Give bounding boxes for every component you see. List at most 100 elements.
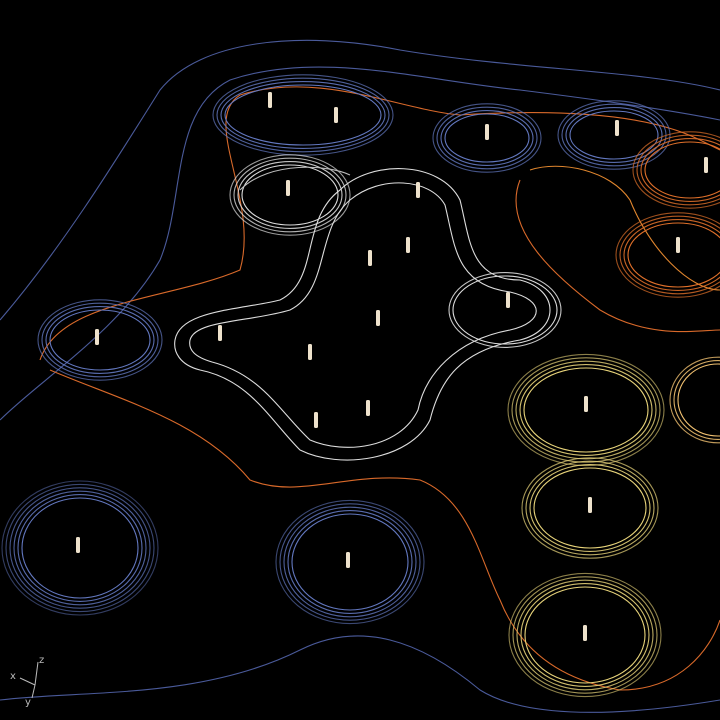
contour-ring [17, 494, 143, 602]
contour-ring [511, 357, 661, 463]
contour-ring [49, 309, 151, 371]
post [346, 552, 350, 568]
contour-ring [444, 113, 530, 163]
contour-ring [275, 499, 425, 625]
post [485, 124, 489, 140]
contour-ring [21, 497, 139, 599]
axis-label: z [39, 655, 44, 666]
contour-ring [432, 103, 542, 173]
contour-ring [619, 215, 720, 295]
axis-label: x [10, 671, 16, 682]
contour-ring [636, 134, 720, 206]
contour-line [0, 635, 720, 713]
post [583, 625, 587, 641]
post [218, 325, 222, 341]
axis-triad [19, 661, 39, 699]
contour-line [0, 39, 720, 321]
contour-ring [436, 106, 538, 170]
post [366, 400, 370, 416]
contour-ring [41, 302, 159, 378]
post [588, 497, 592, 513]
contour-ring [5, 483, 155, 613]
post [584, 396, 588, 412]
post [286, 180, 290, 196]
contour-ring [523, 367, 649, 453]
ring-contours [1, 74, 720, 698]
contour-line [174, 168, 551, 461]
contour-ring [519, 364, 653, 456]
contour-ring [287, 510, 413, 614]
post [615, 120, 619, 136]
contour-ring [279, 503, 421, 621]
post [268, 92, 272, 108]
contour-ring [524, 586, 646, 684]
contour-ring [627, 222, 720, 288]
contour-ring [216, 77, 390, 153]
contour-ring [37, 299, 163, 381]
axis-label: y [25, 697, 31, 708]
post [376, 310, 380, 326]
contour-ring [1, 480, 159, 616]
post [406, 237, 410, 253]
contour-ring [569, 110, 659, 160]
contour-line [529, 165, 720, 291]
contour-line [189, 182, 537, 448]
contour-ring [45, 306, 155, 374]
contour-ring [512, 576, 658, 694]
contour-ring [533, 467, 647, 549]
axis-line [19, 677, 36, 686]
contour-ring [9, 487, 151, 609]
post [308, 344, 312, 360]
post [676, 237, 680, 253]
contour-ring [669, 356, 720, 444]
contour-ring [520, 583, 650, 687]
contour-ring [516, 579, 654, 691]
post [95, 329, 99, 345]
axis-line [34, 661, 39, 686]
contour-ring [623, 219, 720, 291]
contour-ring [440, 110, 534, 166]
contour-ring [565, 107, 663, 163]
contour-line [239, 166, 351, 191]
outer-contours [0, 39, 720, 713]
contour-ring [632, 131, 720, 209]
contour-ring [224, 84, 382, 146]
contour-ring [673, 360, 720, 440]
contour-ring [220, 81, 386, 149]
post [506, 292, 510, 308]
post [368, 250, 372, 266]
contour-ring [521, 457, 659, 559]
post [334, 107, 338, 123]
contour-ring [515, 360, 657, 460]
contour-ring [229, 154, 351, 236]
contour-ring [291, 513, 409, 611]
post [76, 537, 80, 553]
axis-line [31, 684, 36, 699]
contour-ring [448, 272, 562, 348]
contour-ring [452, 275, 558, 345]
contour-ring [237, 161, 343, 229]
contour-ring [241, 164, 339, 226]
post [704, 157, 708, 173]
contour-ring [283, 506, 417, 618]
contour-ring [525, 460, 655, 556]
contour-line [0, 66, 720, 421]
contour-line [515, 179, 720, 333]
posts [76, 92, 708, 641]
contour-ring [615, 212, 720, 298]
contour-ring [13, 490, 147, 606]
central-contours [174, 166, 551, 461]
contour-ring [529, 464, 651, 552]
contour-ring [507, 353, 665, 467]
contour-ring [640, 138, 720, 202]
contour-ring [644, 141, 720, 199]
contour-line [39, 86, 720, 361]
post [314, 412, 318, 428]
contour-ring [508, 572, 662, 698]
contour-ring [677, 363, 720, 437]
post [416, 182, 420, 198]
contour-ring [557, 100, 671, 170]
